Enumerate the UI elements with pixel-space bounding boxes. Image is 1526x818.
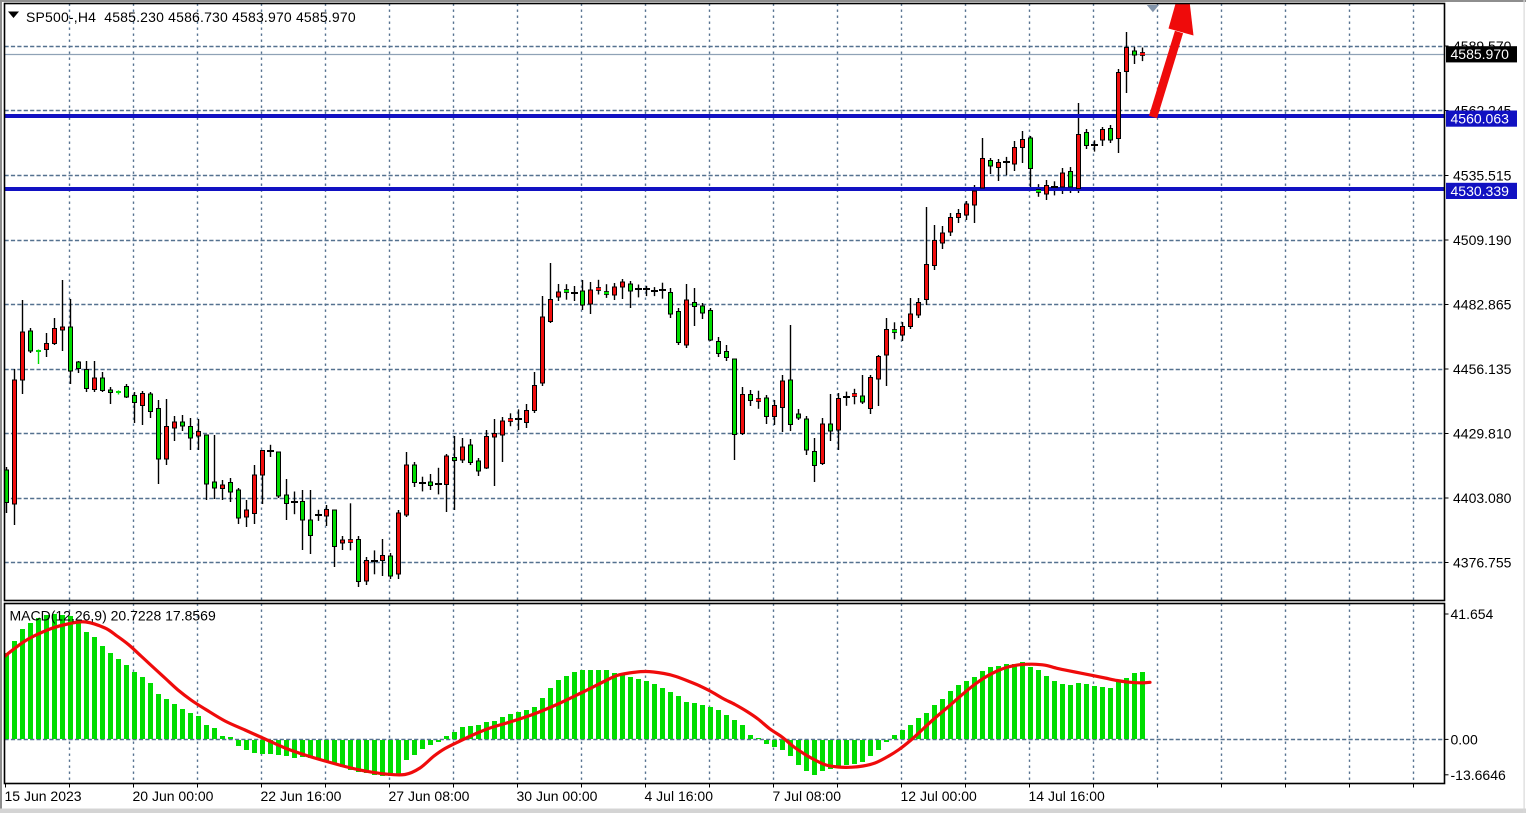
svg-text:4 Jul 16:00: 4 Jul 16:00 (645, 788, 714, 804)
svg-text:4509.190: 4509.190 (1453, 232, 1512, 248)
svg-text:7 Jul 08:00: 7 Jul 08:00 (773, 788, 842, 804)
svg-text:15 Jun 2023: 15 Jun 2023 (5, 788, 82, 804)
svg-text:4585.970: 4585.970 (1451, 46, 1510, 62)
svg-text:4530.339: 4530.339 (1451, 183, 1510, 199)
svg-text:4376.755: 4376.755 (1453, 555, 1512, 571)
svg-text:14 Jul 16:00: 14 Jul 16:00 (1029, 788, 1105, 804)
svg-text:4429.810: 4429.810 (1453, 426, 1512, 442)
svg-text:4456.135: 4456.135 (1453, 361, 1512, 377)
svg-text:4482.865: 4482.865 (1453, 297, 1512, 313)
svg-text:4403.080: 4403.080 (1453, 490, 1512, 506)
svg-text:30 Jun 00:00: 30 Jun 00:00 (517, 788, 598, 804)
svg-text:22 Jun 16:00: 22 Jun 16:00 (261, 788, 342, 804)
svg-text:SP500-,H4 4585.230 4586.730 4: SP500-,H4 4585.230 4586.730 4583.970 458… (26, 9, 356, 25)
svg-text:MACD(12,26,9) 20.7228 17.8569: MACD(12,26,9) 20.7228 17.8569 (10, 608, 216, 624)
svg-text:41.654: 41.654 (1451, 606, 1494, 622)
svg-text:12 Jul 00:00: 12 Jul 00:00 (901, 788, 977, 804)
svg-text:-13.6646: -13.6646 (1451, 767, 1506, 783)
svg-text:4560.063: 4560.063 (1451, 111, 1510, 127)
svg-text:27 Jun 08:00: 27 Jun 08:00 (389, 788, 470, 804)
svg-text:0.00: 0.00 (1451, 731, 1478, 747)
svg-text:20 Jun 00:00: 20 Jun 00:00 (133, 788, 214, 804)
svg-text:4535.515: 4535.515 (1453, 168, 1512, 184)
